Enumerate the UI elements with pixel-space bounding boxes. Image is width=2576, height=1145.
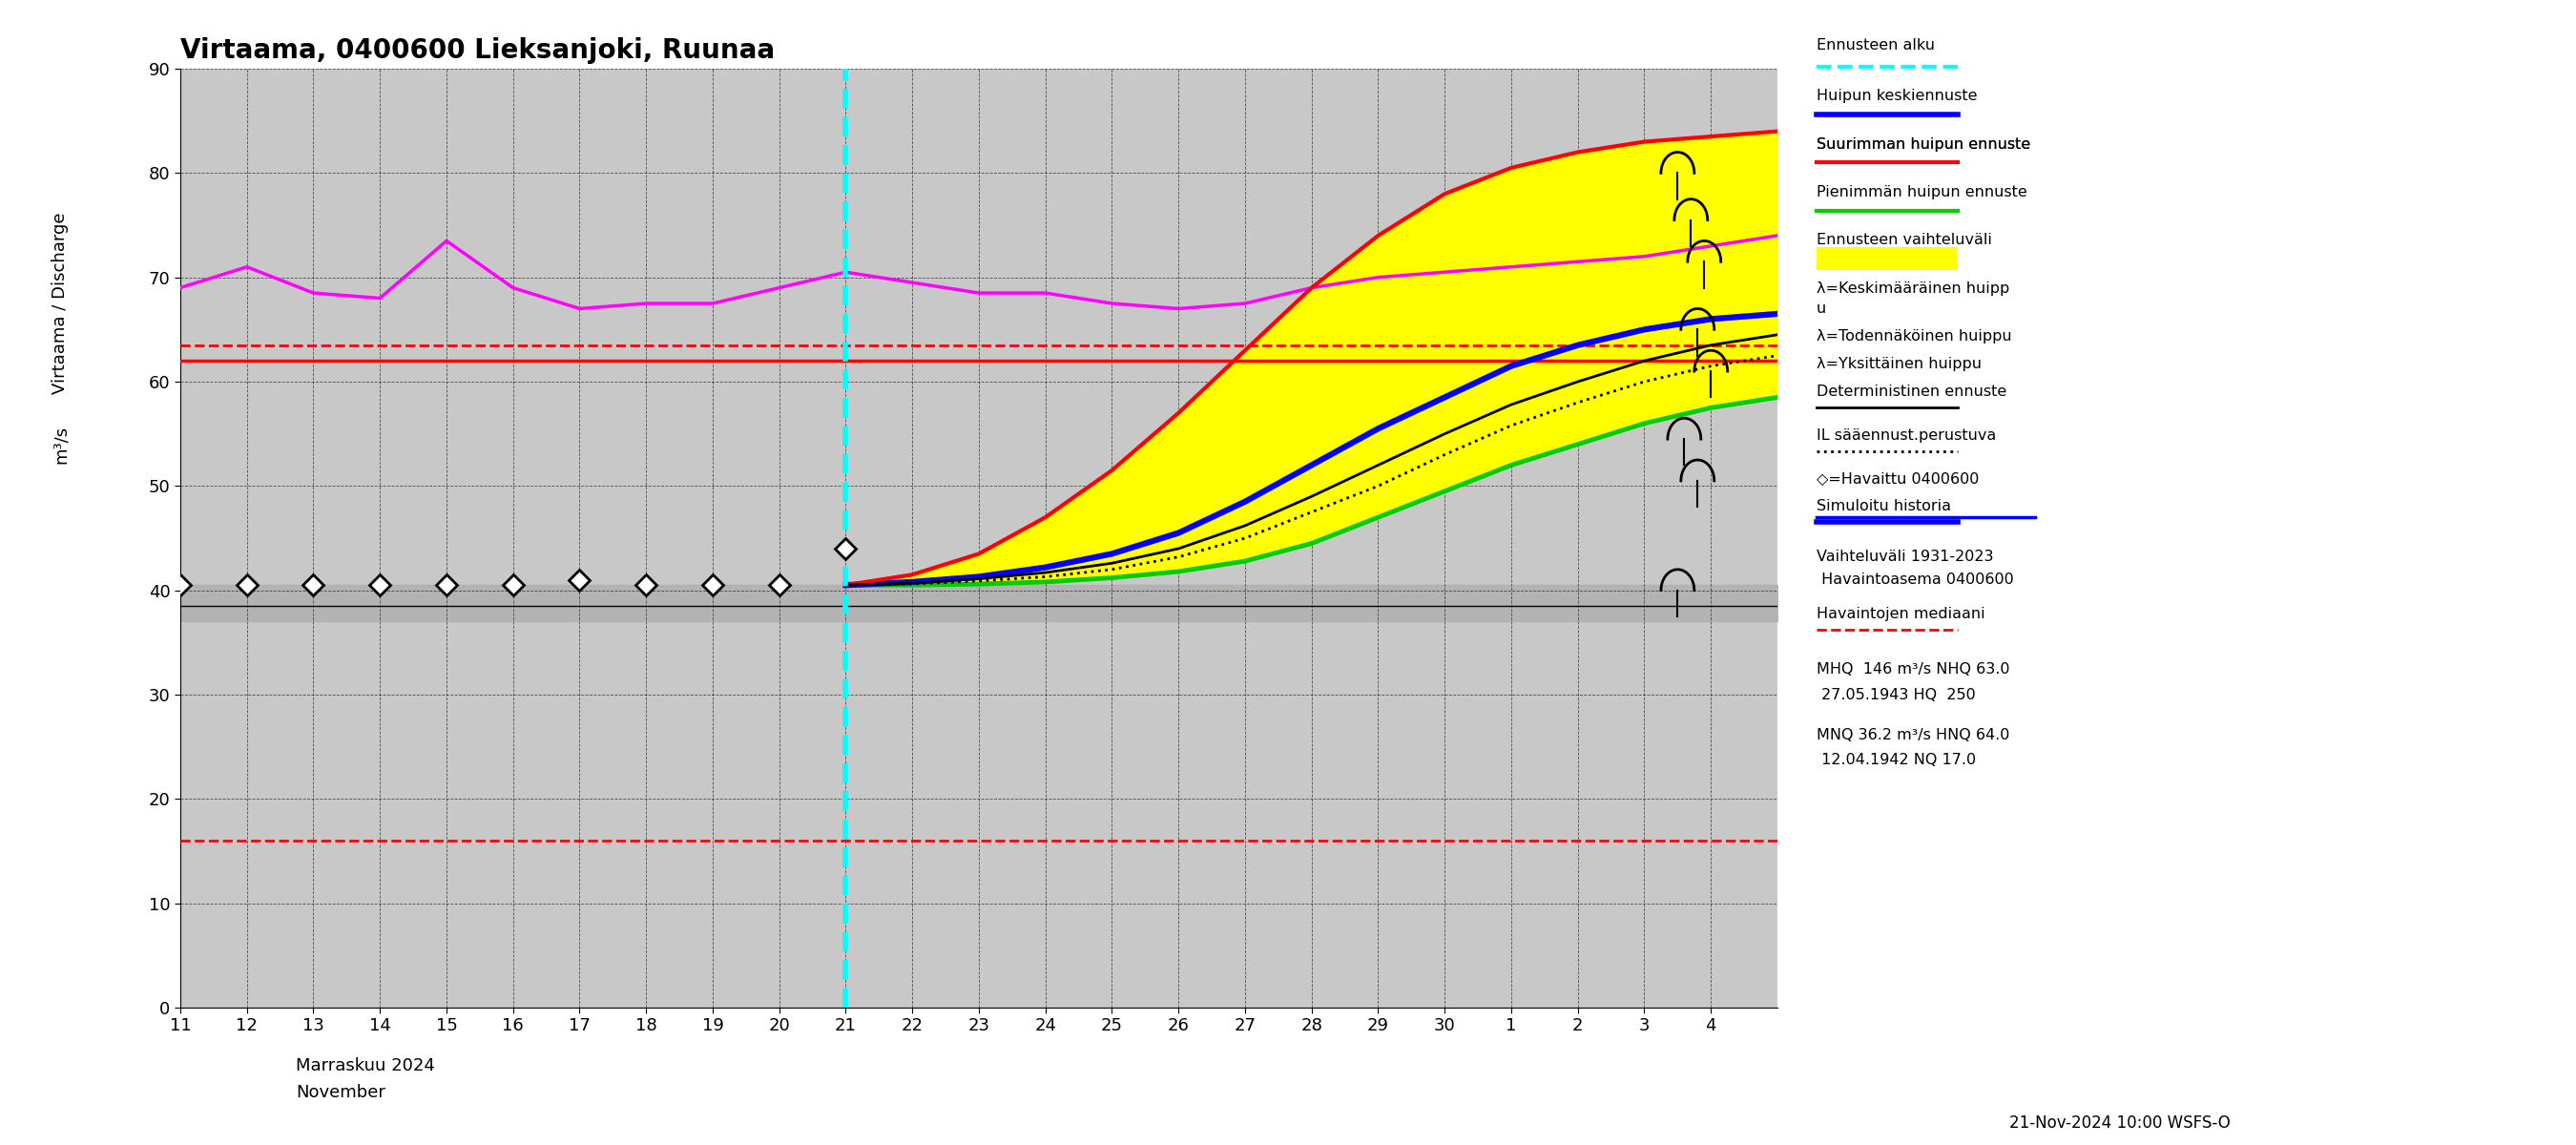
Text: 12.04.1942 NQ 17.0: 12.04.1942 NQ 17.0 [1816,753,1976,767]
Text: 21-Nov-2024 10:00 WSFS-O: 21-Nov-2024 10:00 WSFS-O [2009,1114,2231,1131]
Text: Suurimman huipun ennuste: Suurimman huipun ennuste [1816,137,2030,151]
Text: u: u [1816,302,1826,316]
Text: Ennusteen alku: Ennusteen alku [1816,39,1935,53]
Text: ◇=Havaittu 0400600: ◇=Havaittu 0400600 [1816,472,1978,485]
Text: MHQ  146 m³/s NHQ 63.0: MHQ 146 m³/s NHQ 63.0 [1816,663,2009,677]
Text: Simuloitu historia: Simuloitu historia [1816,499,1950,513]
Text: Virtaama / Discharge: Virtaama / Discharge [52,213,70,394]
Text: Marraskuu 2024: Marraskuu 2024 [296,1057,435,1074]
Text: Suurimman huipun ennuste: Suurimman huipun ennuste [1816,137,2030,151]
Text: MNQ 36.2 m³/s HNQ 64.0: MNQ 36.2 m³/s HNQ 64.0 [1816,728,2009,742]
Text: November: November [296,1083,386,1100]
Text: Havaintojen mediaani: Havaintojen mediaani [1816,607,1984,621]
Text: Ennusteen vaihteluväli: Ennusteen vaihteluväli [1816,234,1991,247]
Text: IL sääennust.perustuva: IL sääennust.perustuva [1816,428,1996,442]
Text: λ=Yksittäinen huippu: λ=Yksittäinen huippu [1816,357,1981,371]
Text: Vaihteluväli 1931-2023: Vaihteluväli 1931-2023 [1816,550,1994,563]
Text: λ=Keskimääräinen huipp: λ=Keskimääräinen huipp [1816,282,2009,295]
Text: Virtaama, 0400600 Lieksanjoki, Ruunaa: Virtaama, 0400600 Lieksanjoki, Ruunaa [180,37,775,64]
Text: m³/s: m³/s [52,425,70,464]
Text: Pienimmän huipun ennuste: Pienimmän huipun ennuste [1816,185,2027,199]
Text: 27.05.1943 HQ  250: 27.05.1943 HQ 250 [1816,688,1976,702]
Text: λ=Todennäköinen huippu: λ=Todennäköinen huippu [1816,330,2012,344]
Text: Havaintoasema 0400600: Havaintoasema 0400600 [1816,572,2014,586]
Text: Deterministinen ennuste: Deterministinen ennuste [1816,385,2007,398]
Text: Huipun keskiennuste: Huipun keskiennuste [1816,89,1976,103]
